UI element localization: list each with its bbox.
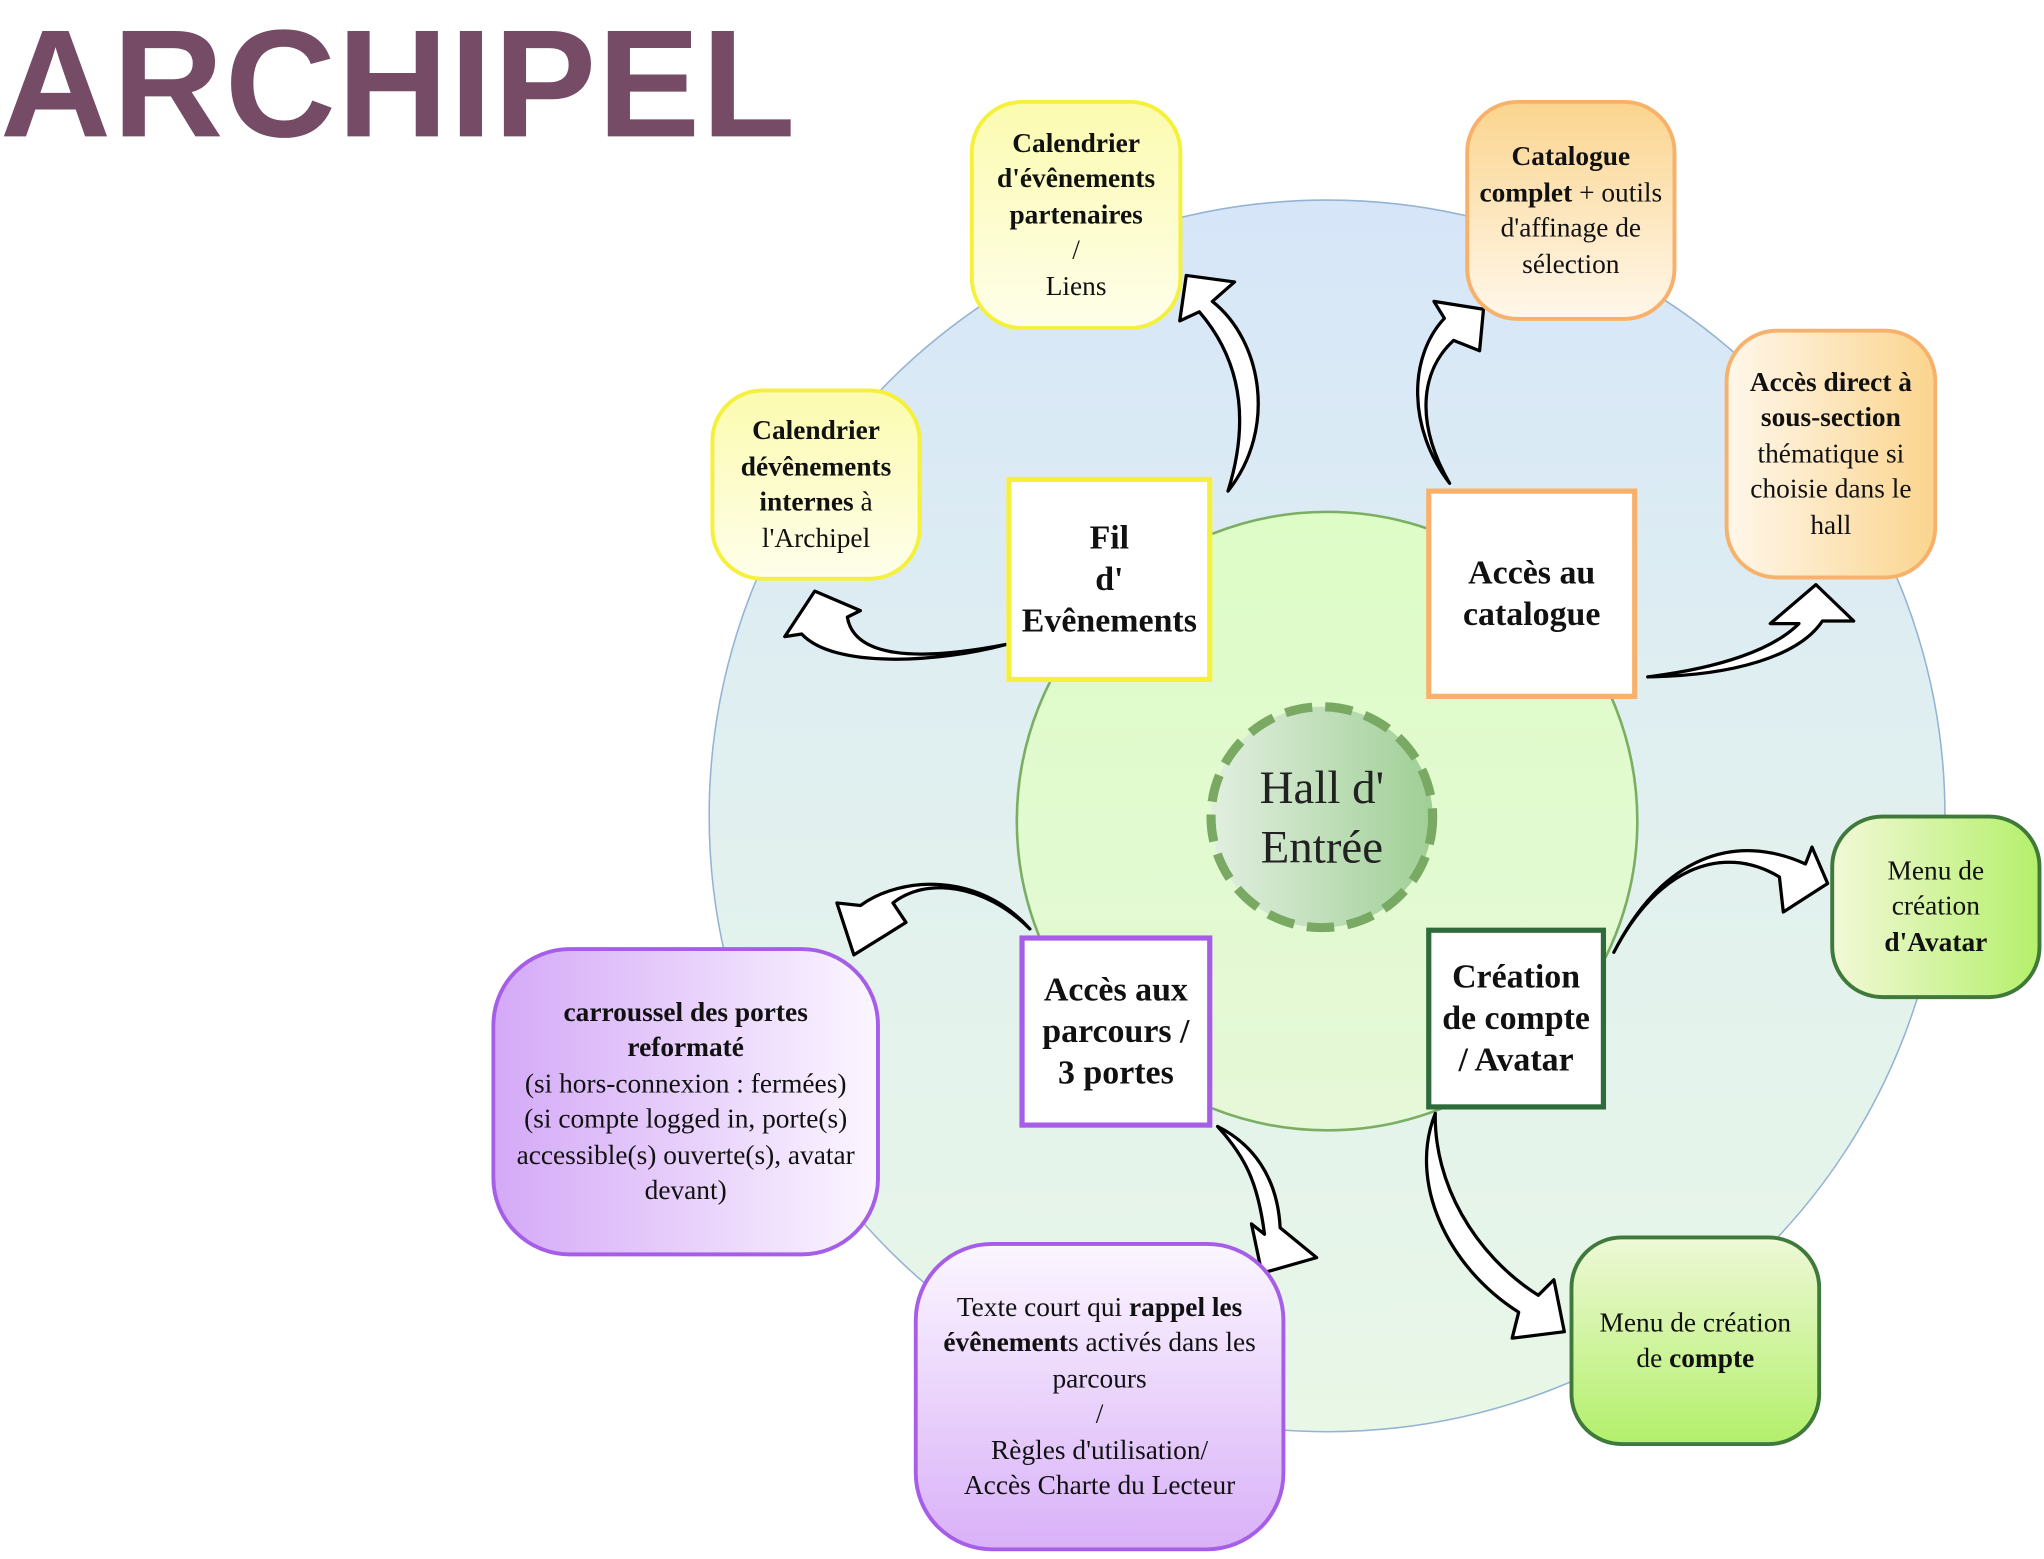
hub-account-label: Création de compte / Avatar bbox=[1442, 957, 1590, 1079]
bubble-reminder: Texte court qui rappel les évênements act… bbox=[913, 1242, 1286, 1552]
arrow-catalog-to-full bbox=[1416, 299, 1486, 485]
arrow-events-to-internal bbox=[783, 589, 1009, 661]
hall-label: Hall d' Entrée bbox=[1259, 761, 1385, 874]
hub-account: Création de compte / Avatar bbox=[1426, 927, 1607, 1110]
bubble-partner-calendar: Calendrier d'évênements partenaires / Liens bbox=[969, 100, 1183, 330]
page-title: ARCHIPEL bbox=[0, 0, 797, 171]
arrow-catalog-to-subsection bbox=[1646, 583, 1856, 679]
bubble-full-catalog: Catalogue complet + outils d'affinage de sé… bbox=[1465, 100, 1677, 321]
bubble-avatar-menu: Menu de création d'Avatar bbox=[1830, 814, 2042, 1000]
arrow-events-to-partner bbox=[1178, 273, 1260, 493]
hub-parcours-label: Accès aux parcours /3 portes bbox=[1042, 970, 1190, 1092]
arrow-account-to-accountmenu bbox=[1425, 1111, 1566, 1340]
bubble-account-menu: Menu de création de compte bbox=[1569, 1235, 1822, 1447]
hall-entree: Hall d' Entrée bbox=[1207, 703, 1436, 932]
hub-catalog-label: Accès au catalogue bbox=[1463, 553, 1601, 633]
hub-catalog: Accès au catalogue bbox=[1426, 488, 1638, 699]
bubble-subsection: Accès direct à sous-section thématique si c… bbox=[1724, 328, 1938, 580]
hub-parcours: Accès aux parcours /3 portes bbox=[1019, 935, 1213, 1128]
bubble-internal-calendar: Calendrier dévênements internes à l'Archipe… bbox=[710, 388, 922, 581]
bubble-carousel: carroussel des portes reformaté (si hors-c… bbox=[491, 947, 880, 1257]
hub-events: Fil d' Evênements bbox=[1006, 476, 1213, 683]
arrow-account-to-avatar bbox=[1612, 845, 1830, 954]
hub-events-label: Fil d' Evênements bbox=[1021, 518, 1197, 640]
hall-circle bbox=[1206, 702, 1438, 933]
arrow-parcours-to-carousel bbox=[835, 882, 1032, 957]
